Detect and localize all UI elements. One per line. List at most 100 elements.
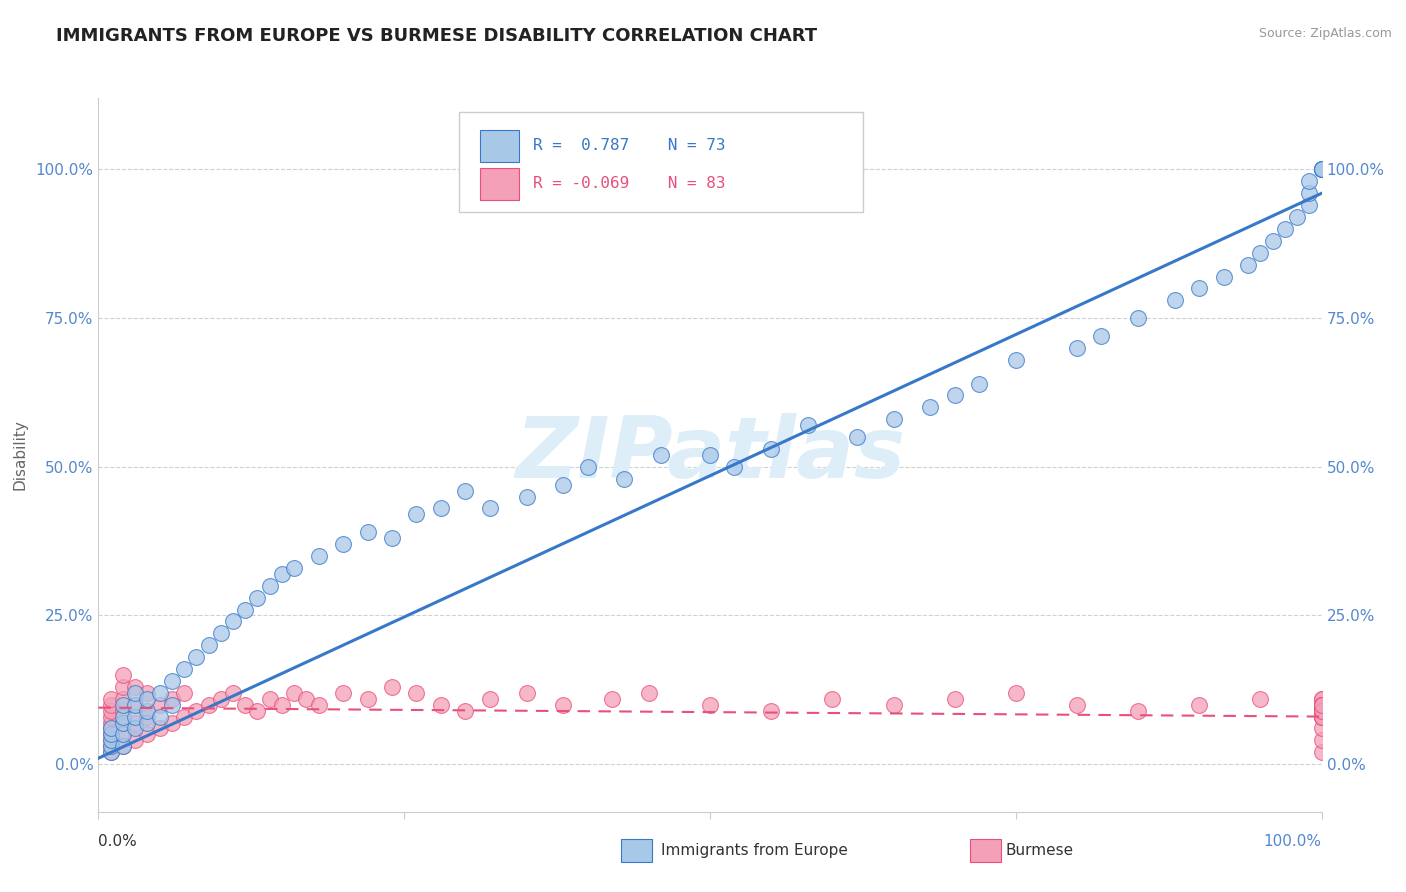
Y-axis label: Disability: Disability	[13, 419, 27, 491]
Point	[160, 673, 183, 688]
Point	[222, 686, 245, 700]
Point	[1298, 186, 1320, 201]
Point	[111, 715, 134, 730]
Point	[1310, 698, 1333, 712]
Point	[1212, 269, 1234, 284]
Point	[111, 668, 134, 682]
Point	[197, 638, 219, 652]
Point	[1310, 698, 1333, 712]
Point	[516, 686, 538, 700]
Point	[1188, 698, 1211, 712]
Text: Immigrants from Europe: Immigrants from Europe	[661, 843, 848, 857]
Text: R = -0.069    N = 83: R = -0.069 N = 83	[533, 177, 725, 191]
Point	[270, 698, 294, 712]
Point	[308, 549, 330, 563]
Point	[1310, 709, 1333, 723]
Point	[209, 626, 232, 640]
Point	[920, 401, 942, 415]
Point	[124, 698, 146, 712]
Point	[405, 686, 427, 700]
Point	[1310, 709, 1333, 723]
Point	[1310, 704, 1333, 718]
Point	[111, 704, 134, 718]
Point	[160, 691, 183, 706]
Point	[478, 691, 501, 706]
Point	[233, 698, 256, 712]
Point	[270, 566, 294, 581]
Text: IMMIGRANTS FROM EUROPE VS BURMESE DISABILITY CORRELATION CHART: IMMIGRANTS FROM EUROPE VS BURMESE DISABI…	[56, 27, 817, 45]
Point	[160, 715, 183, 730]
Point	[516, 490, 538, 504]
Point	[173, 662, 195, 676]
Point	[111, 709, 134, 723]
Point	[1310, 698, 1333, 712]
Point	[209, 691, 232, 706]
FancyBboxPatch shape	[460, 112, 863, 212]
Point	[478, 501, 501, 516]
Point	[1310, 733, 1333, 747]
Point	[1310, 162, 1333, 177]
Point	[381, 531, 404, 545]
Point	[553, 477, 575, 491]
Point	[405, 508, 427, 522]
Point	[149, 722, 172, 736]
Point	[638, 686, 661, 700]
Point	[1250, 691, 1272, 706]
Point	[1298, 198, 1320, 212]
Point	[797, 418, 820, 433]
Point	[1128, 704, 1150, 718]
Point	[100, 698, 122, 712]
Point	[246, 591, 269, 605]
Point	[1298, 174, 1320, 188]
Point	[1310, 704, 1333, 718]
Point	[943, 691, 966, 706]
Point	[600, 691, 623, 706]
Point	[1310, 704, 1333, 718]
Point	[100, 733, 122, 747]
Text: ZIPatlas: ZIPatlas	[515, 413, 905, 497]
Point	[332, 537, 354, 551]
Point	[943, 388, 966, 402]
Point	[124, 680, 146, 694]
Text: Source: ZipAtlas.com: Source: ZipAtlas.com	[1258, 27, 1392, 40]
Point	[1090, 329, 1112, 343]
Point	[111, 739, 134, 754]
Point	[883, 412, 905, 426]
Point	[124, 722, 146, 736]
Point	[613, 472, 636, 486]
Text: 100.0%: 100.0%	[1264, 834, 1322, 849]
Point	[100, 727, 122, 741]
Point	[160, 698, 183, 712]
Point	[186, 704, 208, 718]
Point	[259, 691, 281, 706]
Point	[111, 715, 134, 730]
Point	[1004, 352, 1026, 367]
Point	[111, 691, 134, 706]
Point	[124, 733, 146, 747]
Text: R =  0.787    N = 73: R = 0.787 N = 73	[533, 138, 725, 153]
Point	[821, 691, 844, 706]
Point	[136, 727, 159, 741]
Point	[1310, 162, 1333, 177]
Point	[222, 615, 245, 629]
Point	[100, 691, 122, 706]
Point	[699, 698, 721, 712]
Point	[1261, 234, 1284, 248]
Point	[124, 715, 146, 730]
Point	[1310, 162, 1333, 177]
Point	[1066, 698, 1088, 712]
Point	[149, 698, 172, 712]
Point	[233, 602, 256, 616]
Point	[1066, 341, 1088, 355]
Point	[149, 686, 172, 700]
Point	[430, 698, 453, 712]
Point	[761, 442, 783, 456]
Point	[136, 686, 159, 700]
Point	[845, 430, 868, 444]
Point	[1310, 709, 1333, 723]
Point	[124, 709, 146, 723]
Point	[967, 376, 990, 391]
Point	[124, 686, 146, 700]
Bar	[479, 168, 519, 200]
Point	[100, 739, 122, 754]
